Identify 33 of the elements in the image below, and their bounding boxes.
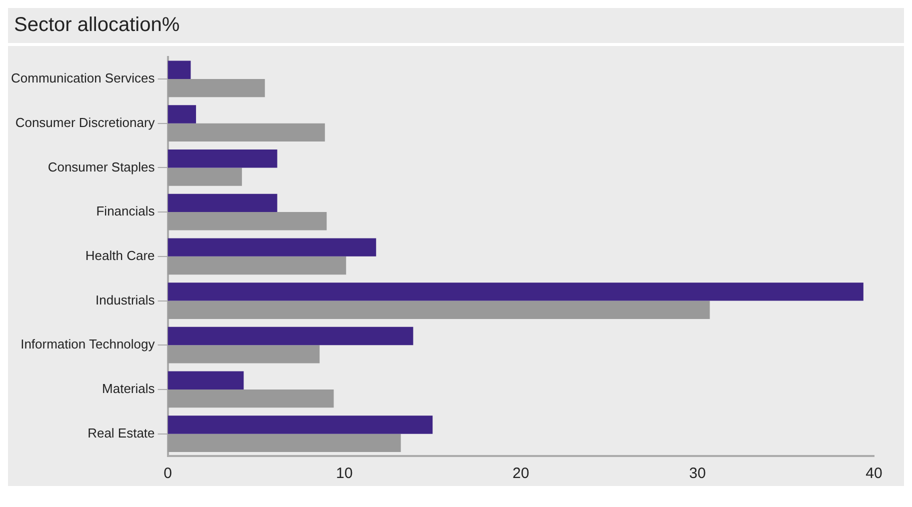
y-tick-label: Materials <box>102 381 156 396</box>
bar <box>168 282 864 301</box>
x-tick-label: 20 <box>512 465 530 482</box>
y-tick-label: Real Estate <box>88 425 155 440</box>
bar <box>168 60 191 79</box>
x-tick-label: 0 <box>164 465 172 482</box>
bar <box>168 78 265 98</box>
bar <box>168 168 242 186</box>
bar <box>168 371 244 390</box>
bar <box>168 150 278 168</box>
x-tick-label: 40 <box>866 465 882 482</box>
bar <box>168 389 334 408</box>
x-tick-label: 30 <box>689 465 706 482</box>
bar <box>168 300 710 319</box>
y-tick-label: Communication Services <box>10 70 156 86</box>
bar <box>168 212 327 230</box>
bar <box>168 256 346 275</box>
y-tick-label: Health Care <box>85 248 155 263</box>
bar <box>168 123 325 142</box>
y-tick-label: Industrials <box>96 292 156 308</box>
bar <box>168 105 196 124</box>
bar <box>168 416 433 434</box>
bar <box>168 345 320 364</box>
bar <box>168 194 278 212</box>
chart-title: Sector allocation% <box>8 8 904 46</box>
y-tick-label: Consumer Discretionary <box>15 114 156 130</box>
y-tick-label: Financials <box>96 204 156 219</box>
bar <box>168 326 414 346</box>
x-tick-label: 10 <box>336 465 353 482</box>
y-tick-label: Information Technology <box>20 336 156 352</box>
bar <box>168 434 401 452</box>
bar <box>168 238 376 256</box>
y-tick-label: Consumer Staples <box>48 159 156 174</box>
